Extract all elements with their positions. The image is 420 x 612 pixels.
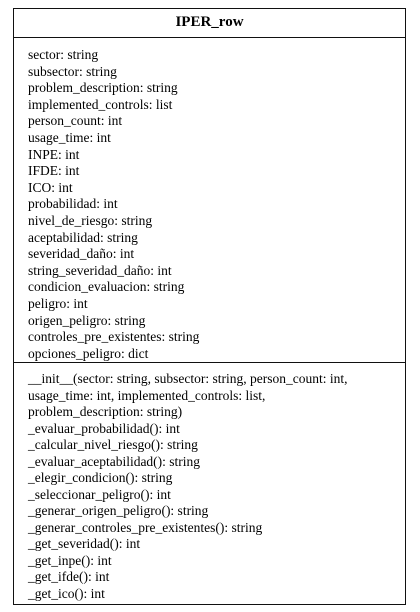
method-evaluar-aceptabilidad: _evaluar_aceptabilidad(): string <box>28 453 201 469</box>
attributes-compartment: sector: string subsector: string problem… <box>14 38 405 363</box>
method-init-line-3: problem_description: string) <box>28 404 183 419</box>
method-generar-origen-peligro: _generar_origen_peligro(): string <box>28 503 209 518</box>
attribute-person-count: person_count: int <box>28 113 123 129</box>
method-seleccionar-peligro: _seleccionar_peligro(): int <box>28 486 171 502</box>
uml-class-box: IPER_row sector: string subsector: strin… <box>13 8 406 605</box>
method-elegir-condicion: _elegir_condicion(): string <box>28 470 173 485</box>
attribute-ifde: IFDE: int <box>28 163 80 179</box>
attribute-problem-description: problem_description: string <box>28 80 178 96</box>
method-generar-controles-pre-existentes: _generar_controles_pre_existentes(): str… <box>28 519 263 535</box>
attribute-controles-pre-existentes: controles_pre_existentes: string <box>28 329 200 345</box>
method-get-ifde: _get_ifde(): int <box>28 569 110 584</box>
attribute-nivel-de-riesgo: nivel_de_riesgo: string <box>28 212 153 228</box>
attribute-peligro: peligro: int <box>28 295 88 311</box>
method-get-inpe: _get_inpe(): int <box>28 552 112 568</box>
method-calcular-nivel-riesgo: _calcular_nivel_riesgo(): string <box>28 437 198 452</box>
attribute-subsector: subsector: string <box>28 63 117 79</box>
attribute-sector: sector: string <box>28 47 99 62</box>
class-name: IPER_row <box>14 9 405 38</box>
attribute-aceptabilidad: aceptabilidad: string <box>28 229 138 245</box>
method-get-ico: _get_ico(): int <box>28 585 105 601</box>
attribute-string-severidad-dano: string_severidad_daño: int <box>28 262 172 278</box>
methods-compartment: __init__(sector: string, subsector: stri… <box>14 363 405 602</box>
method-get-severidad: _get_severidad(): int <box>28 536 141 551</box>
attribute-ico: ICO: int <box>28 179 73 195</box>
attribute-origen-peligro: origen_peligro: string <box>28 312 146 328</box>
attribute-opciones-peligro: opciones_peligro: dict <box>28 345 149 361</box>
attribute-severidad-dano: severidad_daño: int <box>28 246 135 262</box>
method-init-line-1: __init__(sector: string, subsector: stri… <box>28 371 348 386</box>
attribute-implemented-controls: implemented_controls: list <box>28 96 173 112</box>
attribute-usage-time: usage_time: int <box>28 129 111 145</box>
method-init-line-2: usage_time: int, implemented_controls: l… <box>28 387 266 403</box>
attribute-probabilidad: probabilidad: int <box>28 196 118 212</box>
attribute-inpe: INPE: int <box>28 146 80 162</box>
method-evaluar-probabilidad: _evaluar_probabilidad(): int <box>28 420 180 436</box>
attribute-condicion-evaluacion: condicion_evaluacion: string <box>28 279 185 295</box>
